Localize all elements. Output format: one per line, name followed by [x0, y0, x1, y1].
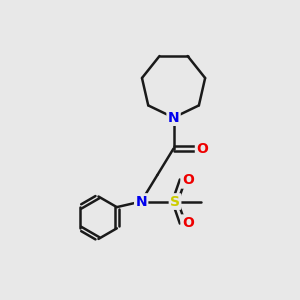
- Text: N: N: [135, 194, 147, 208]
- Text: O: O: [182, 216, 194, 230]
- Text: O: O: [182, 173, 194, 187]
- Text: N: N: [168, 111, 179, 124]
- Text: O: O: [196, 142, 208, 155]
- Text: S: S: [170, 194, 180, 208]
